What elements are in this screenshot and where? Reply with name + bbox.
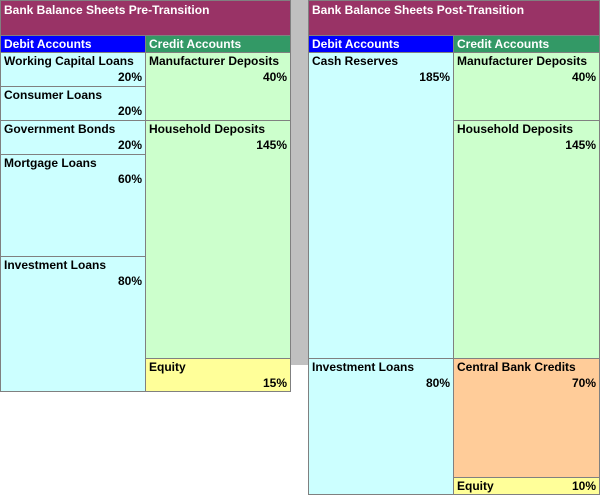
title-text: Bank Balance Sheets Pre-Transition — [4, 3, 210, 17]
account-value: 145% — [256, 138, 287, 152]
header-text: Debit Accounts — [4, 37, 92, 51]
debit-header: Debit Accounts — [308, 35, 454, 53]
account-label: Household Deposits — [457, 122, 574, 136]
title-text: Bank Balance Sheets Post-Transition — [312, 3, 525, 17]
account-value: 10% — [571, 479, 596, 493]
credit-header: Credit Accounts — [453, 35, 600, 53]
credit-cell: Equity 15% — [145, 358, 291, 392]
debit-cell: Cash Reserves 185% — [308, 52, 454, 359]
account-value: 80% — [425, 376, 450, 390]
credit-header: Credit Accounts — [145, 35, 291, 53]
account-value: 145% — [565, 138, 596, 152]
credit-cell: Household Deposits 145% — [145, 120, 291, 359]
panel-title: Bank Balance Sheets Pre-Transition — [0, 0, 291, 36]
account-label: Equity — [457, 479, 494, 493]
account-value: 40% — [571, 70, 596, 84]
header-text: Credit Accounts — [457, 37, 550, 51]
account-label: Consumer Loans — [4, 88, 103, 102]
account-value: 70% — [571, 376, 596, 390]
separator — [291, 0, 308, 365]
account-value: 15% — [262, 376, 287, 390]
debit-cell: Working Capital Loans 20% — [0, 52, 146, 87]
account-value: 20% — [117, 138, 142, 152]
account-label: Mortgage Loans — [4, 156, 97, 170]
debit-cell: Investment Loans 80% — [308, 358, 454, 495]
account-label: Manufacturer Deposits — [149, 54, 280, 68]
credit-cell: Central Bank Credits 70% — [453, 358, 600, 478]
account-value: 60% — [117, 172, 142, 186]
account-value: 80% — [117, 274, 142, 288]
header-text: Debit Accounts — [312, 37, 400, 51]
debit-cell: Investment Loans 80% — [0, 256, 146, 392]
account-label: Investment Loans — [4, 258, 107, 272]
debit-cell: Consumer Loans 20% — [0, 86, 146, 121]
header-text: Credit Accounts — [149, 37, 242, 51]
account-value: 185% — [419, 70, 450, 84]
credit-cell: Household Deposits 145% — [453, 120, 600, 359]
account-label: Central Bank Credits — [457, 360, 576, 374]
account-value: 20% — [117, 104, 142, 118]
account-label: Cash Reserves — [312, 54, 399, 68]
account-label: Equity — [149, 360, 186, 374]
debit-cell: Mortgage Loans 60% — [0, 154, 146, 257]
credit-cell: Manufacturer Deposits 40% — [453, 52, 600, 121]
account-label: Working Capital Loans — [4, 54, 134, 68]
account-label: Manufacturer Deposits — [457, 54, 588, 68]
credit-cell: Equity 10% — [453, 477, 600, 495]
account-value: 20% — [117, 70, 142, 84]
account-label: Household Deposits — [149, 122, 266, 136]
debit-header: Debit Accounts — [0, 35, 146, 53]
account-label: Investment Loans — [312, 360, 415, 374]
panel-title: Bank Balance Sheets Post-Transition — [308, 0, 600, 36]
credit-cell: Manufacturer Deposits 40% — [145, 52, 291, 121]
account-value: 40% — [262, 70, 287, 84]
debit-cell: Government Bonds 20% — [0, 120, 146, 155]
account-label: Government Bonds — [4, 122, 116, 136]
